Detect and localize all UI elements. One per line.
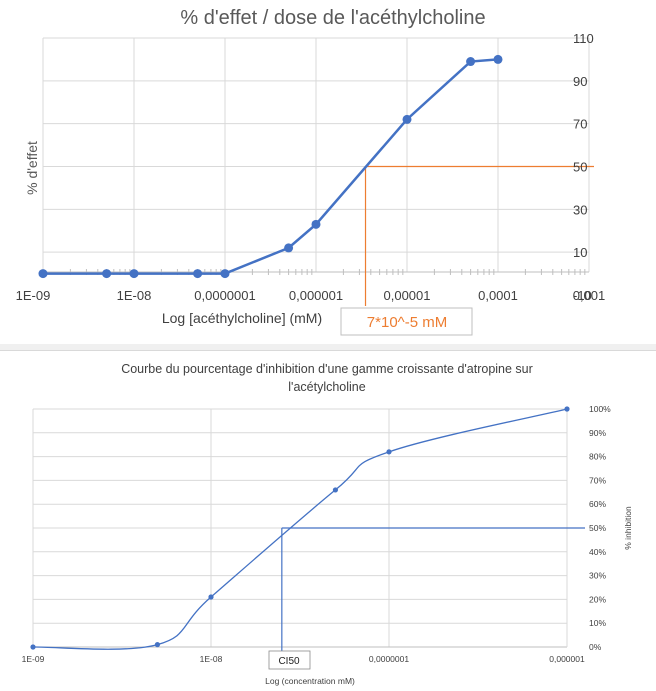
y-tick-label: 0% — [589, 642, 602, 652]
y-tick-label: 10 — [573, 245, 587, 260]
chart-title-line-1: Courbe du pourcentage d'inhibition d'une… — [121, 362, 533, 376]
data-point — [154, 642, 161, 648]
x-tick-label: 0,0000001 — [194, 288, 255, 303]
annotation-box — [340, 307, 473, 336]
data-point — [193, 269, 203, 279]
x-tick-label: 0,00001 — [384, 288, 431, 303]
y-tick-label: 40% — [589, 547, 606, 557]
y-axis-label: % d'effet — [24, 141, 40, 195]
data-point — [493, 54, 503, 64]
series-line — [30, 406, 570, 650]
y-axis-label: % inhibition — [623, 506, 633, 550]
inhibition-chart-panel: Courbe du pourcentage d'inhibition d'une… — [0, 350, 656, 691]
x-axis-label: Log (concentration mM) — [265, 676, 355, 686]
annotation-lines — [281, 527, 585, 651]
y-tick-labels: -10 10 30 50 70 90 110 — [573, 31, 594, 303]
y-tick-label: 10% — [589, 618, 606, 628]
x-tick-label: 1E-09 — [16, 288, 51, 303]
y-tick-label: 90% — [589, 428, 606, 438]
data-point — [466, 57, 476, 67]
series-line — [38, 54, 503, 279]
dose-effect-chart-panel: % d'effet / dose de l'acéthylcholine 1E-… — [0, 0, 656, 340]
x-tick-label: 0,000001 — [289, 288, 343, 303]
data-point — [332, 487, 339, 493]
x-tick-label: 1E-08 — [200, 654, 223, 664]
annotation-box — [268, 650, 311, 670]
inhibition-chart: Courbe du pourcentage d'inhibition d'une… — [22, 362, 633, 686]
annotation-label: CI50 — [278, 656, 300, 667]
data-point — [129, 269, 139, 279]
data-point — [102, 269, 112, 279]
annotation-lines — [364, 165, 594, 306]
x-tick-label: 0,000001 — [549, 654, 585, 664]
chart-title: % d'effet / dose de l'acéthylcholine — [180, 7, 485, 29]
y-tick-label: 110 — [573, 31, 594, 46]
x-tick-label: 0,001 — [573, 288, 606, 303]
data-point — [208, 594, 214, 600]
dose-effect-chart: % d'effet / dose de l'acéthylcholine 1E-… — [16, 7, 606, 336]
annotation-label: 7*10^-5 mM — [367, 314, 447, 331]
data-point — [402, 114, 412, 124]
x-tick-label: 1E-08 — [117, 288, 152, 303]
y-tick-label: -10 — [573, 288, 592, 303]
data-point — [564, 406, 570, 412]
data-point — [220, 269, 230, 279]
x-tick-label: 1E-09 — [22, 654, 45, 664]
x-tick-labels: 1E-09 1E-08 0,0000001 0,000001 — [22, 654, 585, 664]
separator — [0, 344, 656, 350]
data-point — [38, 269, 48, 279]
data-point — [311, 219, 321, 229]
grid — [42, 37, 590, 275]
x-tick-label: 0,0001 — [478, 288, 518, 303]
chart-title-line-2: l'acétylcholine — [288, 380, 365, 394]
x-axis-label: Log [acéthylcholine] (mM) — [162, 310, 322, 326]
y-tick-label: 30% — [589, 571, 606, 581]
y-tick-label: 50 — [573, 160, 587, 175]
x-tick-labels: 1E-09 1E-08 0,0000001 0,000001 0,00001 0,0001… — [16, 288, 606, 303]
series-path — [43, 58, 499, 275]
y-tick-label: 20% — [589, 594, 606, 604]
y-tick-labels: 0% 10% 20% 30% 40% 50% 60% 70% 80% 90% 100% — [589, 404, 611, 652]
x-tick-label: 0,0000001 — [369, 654, 409, 664]
data-point — [30, 644, 36, 650]
y-tick-label: 60% — [589, 499, 606, 509]
data-point — [386, 449, 392, 455]
data-point — [284, 243, 294, 253]
y-tick-label: 100% — [589, 404, 611, 414]
y-tick-label: 80% — [589, 452, 606, 462]
y-tick-label: 50% — [589, 523, 606, 533]
series-path — [32, 408, 568, 650]
y-tick-label: 90 — [573, 74, 587, 89]
y-tick-label: 70 — [573, 117, 587, 132]
y-tick-label: 30 — [573, 202, 587, 217]
y-tick-label: 70% — [589, 475, 606, 485]
